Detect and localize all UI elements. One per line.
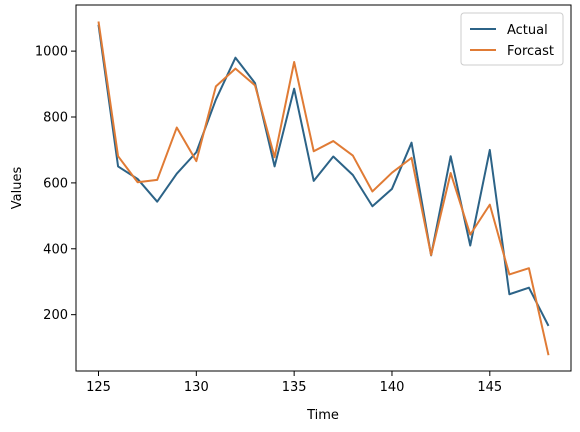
plot-area-frame — [75, 4, 572, 372]
x-tick-label: 135 — [282, 380, 307, 395]
x-tick-label: 145 — [477, 380, 502, 395]
legend-label-forcast: Forcast — [507, 44, 554, 59]
series-line-forcast — [97, 21, 550, 356]
y-tick-label: 200 — [43, 308, 68, 323]
x-tick-label: 130 — [184, 380, 209, 395]
legend-frame — [460, 12, 564, 66]
x-axis-label: Time — [306, 408, 339, 423]
y-tick-label: 1000 — [35, 45, 68, 60]
x-axis-ticks: 125 130 135 140 145 — [86, 371, 502, 395]
series-lines — [97, 21, 550, 356]
legend: Actual Forcast — [460, 12, 564, 66]
legend-label-actual: Actual — [507, 23, 548, 38]
y-axis-ticks: 200 400 600 800 1000 — [35, 45, 76, 323]
y-tick-label: 400 — [43, 242, 68, 257]
series-line-actual — [97, 24, 550, 327]
x-tick-label: 140 — [380, 380, 405, 395]
x-tick-label: 125 — [86, 380, 111, 395]
y-tick-label: 600 — [43, 176, 68, 191]
y-axis-label: Values — [10, 167, 25, 210]
y-tick-label: 800 — [43, 111, 68, 126]
